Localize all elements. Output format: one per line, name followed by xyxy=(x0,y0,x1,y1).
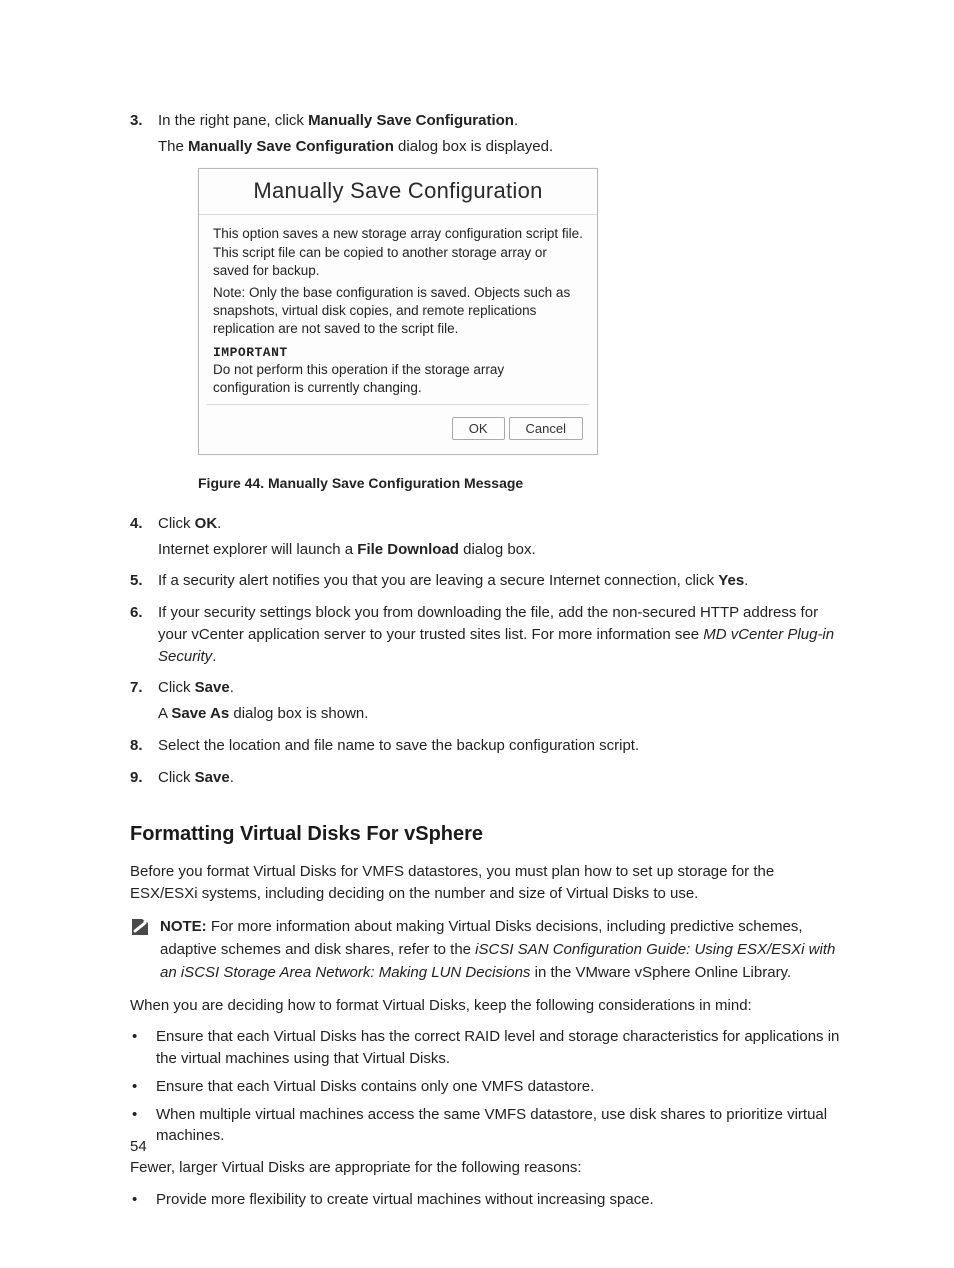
section-intro: Before you format Virtual Disks for VMFS… xyxy=(130,861,844,905)
step-number: 6. xyxy=(130,602,158,671)
considerations-list: Ensure that each Virtual Disks has the c… xyxy=(130,1026,844,1147)
note-label: NOTE: xyxy=(160,918,211,935)
step-5-line: If a security alert notifies you that yo… xyxy=(158,570,844,592)
text: Click xyxy=(158,679,195,696)
text: The xyxy=(158,138,188,155)
bold-text: Yes xyxy=(718,572,744,589)
text: . xyxy=(212,648,216,665)
list-item: Provide more flexibility to create virtu… xyxy=(130,1189,844,1211)
considerations-intro: When you are deciding how to format Virt… xyxy=(130,995,844,1017)
step-body: Select the location and file name to sav… xyxy=(158,735,844,761)
step-number: 5. xyxy=(130,570,158,596)
step-7-line-2: A Save As dialog box is shown. xyxy=(158,703,844,725)
note-block: NOTE: For more information about making … xyxy=(130,915,844,985)
list-item: When multiple virtual machines access th… xyxy=(130,1104,844,1148)
bold-text: Save xyxy=(195,769,230,786)
dialog-important: IMPORTANT Do not perform this operation … xyxy=(213,343,583,398)
text: Internet explorer will launch a xyxy=(158,541,357,558)
steps-list: 3. In the right pane, click Manually Sav… xyxy=(130,110,844,792)
step-4-line-2: Internet explorer will launch a File Dow… xyxy=(158,539,844,561)
step-body: If your security settings block you from… xyxy=(158,602,844,671)
bullet-text: Ensure that each Virtual Disks contains … xyxy=(156,1076,844,1098)
step-body: In the right pane, click Manually Save C… xyxy=(158,110,844,507)
step-body: Click Save. A Save As dialog box is show… xyxy=(158,677,844,729)
step-body: Click OK. Internet explorer will launch … xyxy=(158,513,844,565)
step-9-line: Click Save. xyxy=(158,767,844,789)
bullet-text: Ensure that each Virtual Disks has the c… xyxy=(156,1026,844,1070)
bold-text: Manually Save Configuration xyxy=(308,112,514,129)
dialog-body: This option saves a new storage array co… xyxy=(199,215,597,403)
step-number: 3. xyxy=(130,110,158,507)
bold-text: Save xyxy=(195,679,230,696)
important-label: IMPORTANT xyxy=(213,345,288,360)
step-4-line-1: Click OK. xyxy=(158,513,844,535)
bullet-text: Provide more flexibility to create virtu… xyxy=(156,1189,844,1211)
text: Click xyxy=(158,515,195,532)
step-number: 7. xyxy=(130,677,158,729)
step-number: 8. xyxy=(130,735,158,761)
section-heading: Formatting Virtual Disks For vSphere xyxy=(130,820,844,849)
dialog-screenshot: Manually Save Configuration This option … xyxy=(198,168,844,455)
dialog-paragraph-1: This option saves a new storage array co… xyxy=(213,225,583,280)
text: . xyxy=(230,679,234,696)
document-page: 3. In the right pane, click Manually Sav… xyxy=(0,0,954,1268)
text: . xyxy=(217,515,221,532)
text: A xyxy=(158,705,171,722)
text: dialog box is shown. xyxy=(229,705,368,722)
page-number: 54 xyxy=(130,1136,147,1158)
text: in the VMware vSphere Online Library. xyxy=(530,964,791,981)
step-9: 9. Click Save. xyxy=(130,767,844,793)
step-number: 9. xyxy=(130,767,158,793)
fewer-intro: Fewer, larger Virtual Disks are appropri… xyxy=(130,1157,844,1179)
step-body: If a security alert notifies you that yo… xyxy=(158,570,844,596)
bold-text: File Download xyxy=(357,541,459,558)
fewer-list: Provide more flexibility to create virtu… xyxy=(130,1189,844,1211)
dialog-title: Manually Save Configuration xyxy=(199,169,597,216)
text: In the right pane, click xyxy=(158,112,308,129)
bold-text: Manually Save Configuration xyxy=(188,138,394,155)
dialog-paragraph-2: Note: Only the base configuration is sav… xyxy=(213,284,583,339)
bullet-text: When multiple virtual machines access th… xyxy=(156,1104,844,1148)
step-3-line-1: In the right pane, click Manually Save C… xyxy=(158,110,844,132)
list-item: Ensure that each Virtual Disks has the c… xyxy=(130,1026,844,1070)
figure-caption: Figure 44. Manually Save Configuration M… xyxy=(198,473,844,493)
step-8: 8. Select the location and file name to … xyxy=(130,735,844,761)
text: . xyxy=(514,112,518,129)
step-7: 7. Click Save. A Save As dialog box is s… xyxy=(130,677,844,729)
important-text: Do not perform this operation if the sto… xyxy=(213,362,504,395)
manually-save-configuration-dialog: Manually Save Configuration This option … xyxy=(198,168,598,455)
text: dialog box. xyxy=(459,541,536,558)
text: . xyxy=(744,572,748,589)
bold-text: Save As xyxy=(171,705,229,722)
text: dialog box is displayed. xyxy=(394,138,553,155)
step-6: 6. If your security settings block you f… xyxy=(130,602,844,671)
step-5: 5. If a security alert notifies you that… xyxy=(130,570,844,596)
bold-text: OK xyxy=(195,515,218,532)
text: . xyxy=(230,769,234,786)
note-text: NOTE: For more information about making … xyxy=(160,915,844,985)
step-3-line-2: The Manually Save Configuration dialog b… xyxy=(158,136,844,158)
ok-button[interactable]: OK xyxy=(452,417,505,440)
dialog-button-row: OK Cancel xyxy=(199,405,597,454)
step-number: 4. xyxy=(130,513,158,565)
step-body: Click Save. xyxy=(158,767,844,793)
step-4: 4. Click OK. Internet explorer will laun… xyxy=(130,513,844,565)
step-3: 3. In the right pane, click Manually Sav… xyxy=(130,110,844,507)
step-6-line: If your security settings block you from… xyxy=(158,602,844,667)
step-7-line-1: Click Save. xyxy=(158,677,844,699)
step-8-line: Select the location and file name to sav… xyxy=(158,735,844,757)
note-icon xyxy=(130,917,150,937)
list-item: Ensure that each Virtual Disks contains … xyxy=(130,1076,844,1098)
cancel-button[interactable]: Cancel xyxy=(509,417,583,440)
text: Click xyxy=(158,769,195,786)
text: If a security alert notifies you that yo… xyxy=(158,572,718,589)
